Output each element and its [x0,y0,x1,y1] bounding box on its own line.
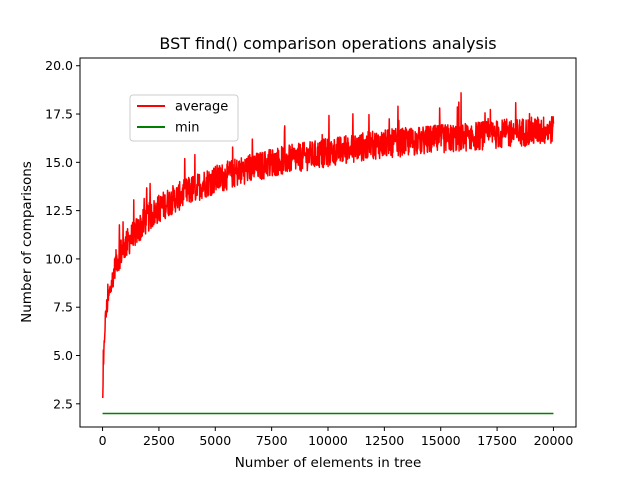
legend: average min [129,94,239,142]
x-tick-label: 2500 [143,433,175,448]
x-tick-label: 10000 [308,433,348,448]
x-tick-label: 5000 [199,433,231,448]
y-tick-label: 5.0 [53,348,73,363]
legend-label-min: min [175,121,200,136]
legend-label-average: average [175,100,228,115]
plot-area [102,92,555,415]
x-tick-label: 7500 [256,433,288,448]
x-tick-label: 20000 [534,433,574,448]
y-axis-label: Number of comparisons [19,161,35,323]
y-tick-label: 17.5 [45,107,73,122]
x-tick-label: 17500 [477,433,517,448]
x-tick-label: 15000 [421,433,461,448]
y-tick-label: 2.5 [53,396,73,411]
y-tick-label: 7.5 [53,300,73,315]
series-line-average [102,92,555,399]
y-tick-label: 15.0 [45,155,73,170]
x-tick-label: 0 [99,433,107,448]
y-tick-label: 20.0 [45,58,73,73]
chart-title: BST find() comparison operations analysi… [159,34,496,53]
x-axis-label: Number of elements in tree [235,455,422,471]
y-tick-label: 10.0 [45,251,73,266]
x-tick-label: 12500 [364,433,404,448]
y-tick-label: 12.5 [45,203,73,218]
